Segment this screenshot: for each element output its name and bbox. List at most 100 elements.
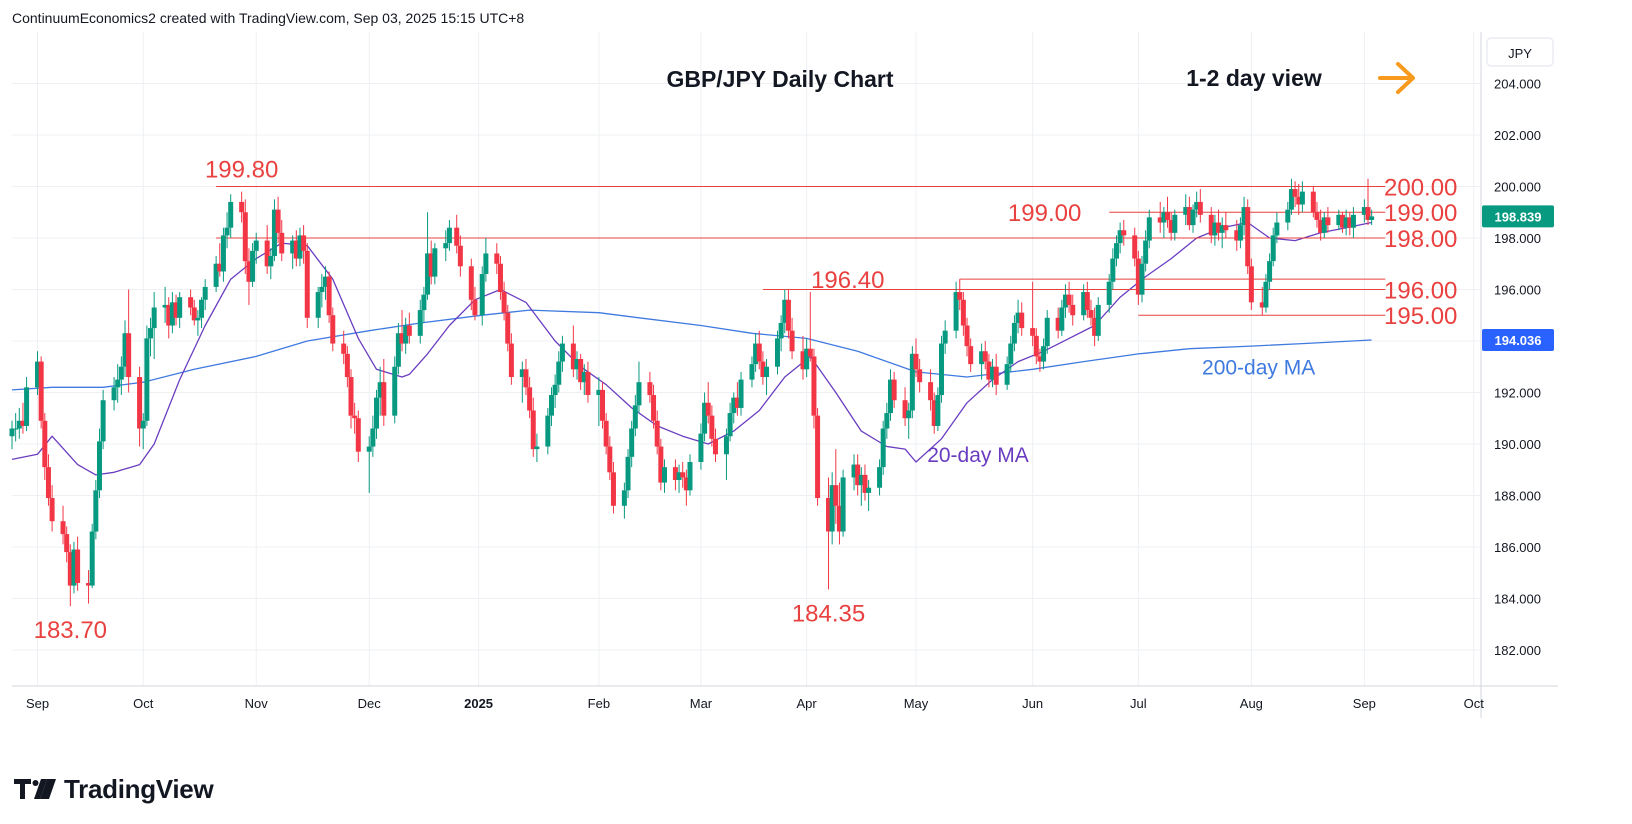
candle-body [24, 387, 30, 426]
candle-body [607, 446, 613, 473]
candle-body [1270, 235, 1276, 262]
candle-body [1070, 304, 1076, 316]
candle-body [570, 343, 576, 370]
tradingview-brand: TradingView [64, 773, 214, 804]
candle-body [596, 389, 602, 396]
candle-body [1161, 212, 1167, 223]
chart-title: GBP/JPY Daily Chart [666, 66, 893, 92]
candle-body [1008, 343, 1014, 365]
candle-body [1055, 317, 1061, 331]
candle-body [1143, 240, 1149, 264]
candle-body [421, 294, 427, 311]
candle-body [683, 477, 689, 491]
candle-body [217, 263, 223, 272]
candle-body [1033, 335, 1039, 357]
candle-body [392, 366, 398, 416]
candle-body [1219, 225, 1225, 233]
candle-body [1361, 207, 1367, 215]
candle-body [702, 402, 708, 434]
candle-body [1259, 302, 1265, 308]
candle-body [1350, 214, 1356, 228]
tradingview-logo[interactable]: TradingView [14, 772, 214, 806]
candle-body [749, 364, 755, 380]
candle-body [1343, 217, 1349, 228]
candle-body [271, 209, 277, 257]
candle-body [505, 312, 511, 344]
x-tick-label: Nov [245, 696, 269, 711]
candle-body [1019, 312, 1025, 329]
y-tick-label: 182.000 [1494, 643, 1541, 658]
candle-body [556, 361, 562, 385]
candle-body [731, 397, 737, 414]
level-label: 199.00 [1384, 200, 1457, 227]
candle-body [957, 292, 963, 300]
candle-body [1216, 222, 1222, 233]
candle-body [428, 253, 434, 277]
candle-body [862, 474, 868, 493]
ma200-price-tag-box [1482, 329, 1554, 352]
candle-body [877, 467, 883, 488]
candle-body [352, 415, 358, 419]
candle-body [917, 369, 923, 383]
candle-body [49, 498, 55, 522]
candle-body [432, 248, 438, 277]
candle-body [425, 253, 431, 295]
candle-body [1194, 201, 1200, 210]
candle-body [807, 348, 813, 357]
candle-body [661, 467, 667, 483]
candle-body [253, 240, 259, 251]
axes-layer: JPY 182.000 184.000 186.000 188.000 190.000 19… [12, 32, 1558, 718]
candle-body [804, 348, 810, 370]
candle-body [1245, 207, 1251, 267]
candle-body [501, 292, 507, 313]
candle-body [658, 446, 664, 483]
candle-body [42, 420, 48, 468]
candle-body [855, 464, 861, 486]
y-tick-label: 202.000 [1494, 128, 1541, 143]
level-label: 195.00 [1384, 303, 1457, 330]
candle-body [559, 343, 565, 362]
tradingview-logo-icon [14, 779, 56, 799]
level-label: 198.00 [1384, 226, 1457, 253]
candle-body [9, 428, 15, 437]
candle-body [534, 446, 540, 450]
candle-body [1135, 258, 1141, 295]
y-tick-label: 190.000 [1494, 437, 1541, 452]
candle-body [355, 418, 361, 452]
candle-body [1248, 266, 1254, 303]
candle-body [800, 351, 806, 370]
candle-body [202, 286, 208, 300]
x-tick-label: Oct [1464, 696, 1485, 711]
candle-body [399, 333, 405, 344]
x-tick-label: Aug [1240, 696, 1263, 711]
currency-label: JPY [1508, 46, 1532, 61]
candle-body [928, 382, 934, 401]
candle-body [67, 552, 73, 586]
candle-body [279, 232, 285, 254]
candle-body [789, 330, 795, 352]
x-tick-label: Jul [1130, 696, 1147, 711]
candle-body [497, 263, 503, 293]
last-price-tag-box [1482, 205, 1554, 228]
candle-body [140, 420, 146, 429]
ma-label: 20-day MA [927, 444, 1029, 467]
candle-body [654, 420, 660, 447]
ma-label: 200-day MA [1202, 356, 1315, 379]
candle-body [1146, 217, 1152, 241]
candle-body [1139, 263, 1145, 295]
ma200-price-tag: 194.036 [1495, 333, 1542, 348]
candle-body [293, 240, 299, 259]
candle-body [1369, 216, 1375, 220]
candle-body [979, 351, 985, 365]
candle-body [454, 227, 460, 246]
candle-body [341, 343, 347, 354]
candle-body [600, 389, 606, 421]
candle-body [1288, 189, 1294, 210]
candle-body [982, 351, 988, 362]
candle-body [1347, 217, 1353, 228]
candle-body [858, 474, 864, 486]
y-tick-label: 196.000 [1494, 282, 1541, 297]
candle-body [1190, 209, 1196, 226]
candles-layer [9, 178, 1375, 607]
